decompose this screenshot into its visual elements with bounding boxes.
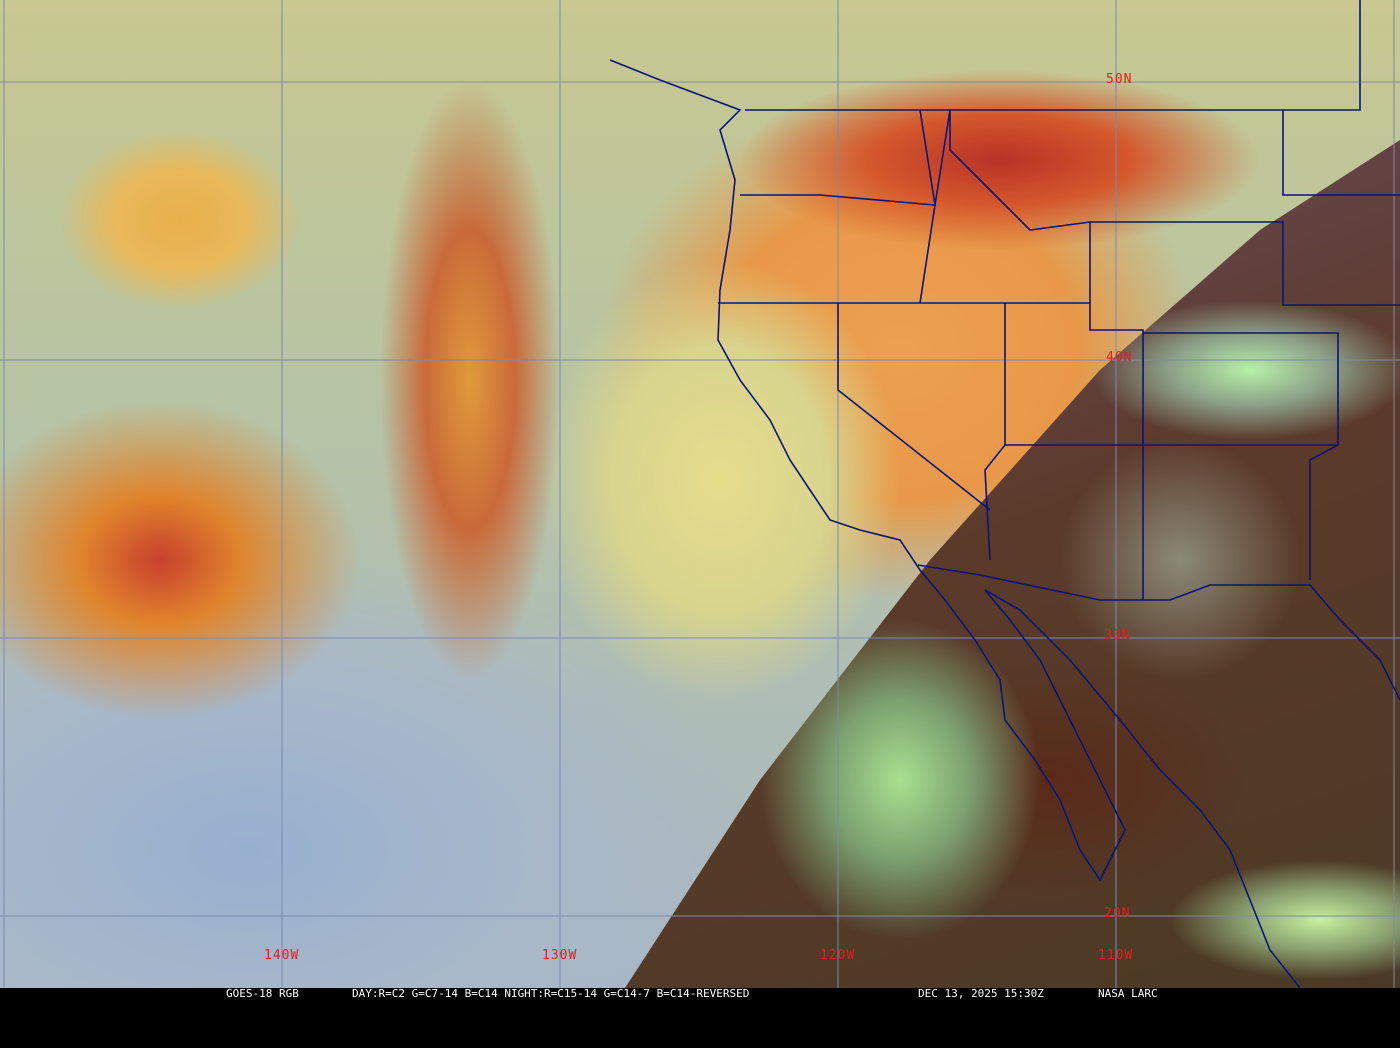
image-caption: GOES-18 RGB DAY:R=C2 G=C7-14 B=C14 NIGHT…	[0, 988, 1400, 1000]
west-coastline	[609, 59, 1301, 988]
us-mexico-border	[917, 564, 1400, 701]
lat-label-20n: 20N	[1104, 906, 1131, 921]
nevada-border	[837, 303, 991, 511]
utah-border	[984, 303, 1144, 561]
caption-datetime: DEC 13, 2025 15:30Z	[918, 987, 1044, 1000]
caption-product: GOES-18 RGB	[226, 987, 299, 1000]
new-mexico-border	[1309, 444, 1339, 580]
caption-bands: DAY:R=C2 G=C7-14 B=C14 NIGHT:R=C15-14 G=…	[352, 987, 750, 1000]
us-canada-border	[745, 0, 1361, 111]
lat-label-30n: 30N	[1104, 628, 1131, 643]
lon-label-110w: 110W	[1098, 948, 1134, 963]
oregon-washington-border	[740, 109, 936, 206]
lon-label-120w: 120W	[820, 948, 856, 963]
wyoming-border	[1090, 221, 1400, 306]
lon-label-130w: 130W	[542, 948, 578, 963]
lon-label-140w: 140W	[264, 948, 300, 963]
lat-label-50n: 50N	[1106, 72, 1133, 87]
borders	[609, 0, 1400, 988]
lat-lon-grid	[0, 0, 1400, 988]
montana-border	[1282, 110, 1400, 196]
map-overlay	[0, 0, 1400, 988]
satellite-map: 50N 40N 30N 20N 140W 130W 120W 110W	[0, 0, 1400, 988]
idaho-border	[919, 109, 1091, 304]
colorado-border	[1143, 332, 1339, 446]
lat-label-40n: 40N	[1106, 350, 1133, 365]
caption-credit: NASA LARC	[1098, 987, 1158, 1000]
